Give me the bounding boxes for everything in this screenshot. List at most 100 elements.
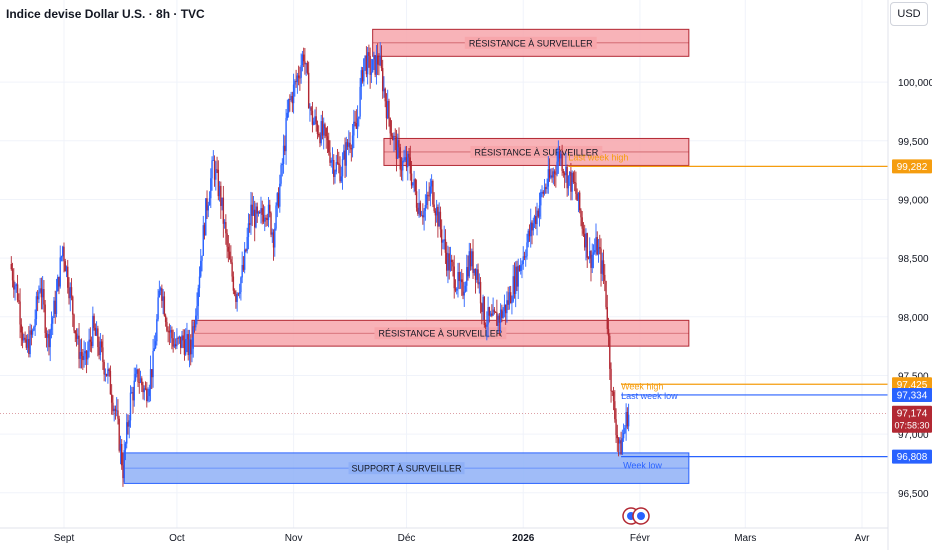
candle-body: [557, 151, 560, 162]
candle-body: [53, 300, 55, 318]
candle-body: [188, 339, 191, 356]
candle-body: [615, 419, 617, 436]
candle-body: [452, 262, 454, 267]
candle-body: [388, 100, 390, 119]
candle-body: [383, 88, 385, 92]
candle-body: [186, 334, 188, 339]
candle-body: [572, 172, 575, 183]
candle-body: [339, 164, 341, 182]
grid: [0, 0, 888, 528]
candle-body: [624, 427, 626, 434]
candle-body: [430, 180, 433, 187]
candle-body: [555, 173, 557, 175]
price-tick-label: 99,000: [898, 195, 929, 206]
candle-body: [499, 309, 502, 323]
candle-body: [376, 55, 379, 65]
candle-body: [503, 304, 506, 312]
candle-body: [21, 332, 24, 341]
candle-body: [381, 68, 384, 92]
candle-body: [261, 208, 263, 215]
candle-body: [179, 336, 182, 348]
candle-body: [521, 264, 523, 266]
candle-body: [355, 123, 358, 129]
candle-body: [122, 465, 124, 479]
candle-body: [468, 251, 470, 277]
candle-body: [324, 124, 326, 129]
candle-body: [550, 175, 552, 178]
candle-body: [11, 269, 14, 281]
candle-body: [509, 292, 512, 304]
candle-body: [525, 256, 527, 258]
candle-body: [553, 171, 556, 174]
time-tick-label: Avr: [855, 533, 870, 544]
candle-body: [361, 70, 364, 82]
candle-body: [560, 153, 562, 159]
candle-body: [340, 176, 342, 182]
candle-body: [146, 388, 148, 402]
candle-body: [400, 169, 403, 171]
candle-body: [394, 136, 396, 137]
candle-body: [315, 116, 317, 125]
candle-body: [479, 281, 482, 304]
candle-body: [405, 157, 408, 168]
price-tick-label: 97,500: [898, 371, 929, 382]
candle-body: [486, 324, 488, 327]
candle-body: [328, 140, 330, 153]
price-tag: [892, 377, 932, 392]
candle-body: [30, 330, 33, 335]
candle-body: [285, 117, 287, 152]
candle-body: [95, 328, 98, 336]
candle-body: [164, 315, 167, 323]
candle-body: [29, 330, 31, 355]
candle-body: [251, 204, 253, 216]
candle-body: [345, 142, 348, 166]
candle-body: [200, 260, 202, 277]
candle-body: [536, 210, 538, 225]
candle-body: [255, 206, 257, 228]
candle-body: [540, 192, 542, 206]
candle-body: [259, 212, 261, 213]
candle-body: [113, 408, 115, 412]
price-tag-label: 97,425: [897, 380, 928, 391]
candle-body: [172, 338, 174, 347]
candle-body: [23, 337, 25, 341]
price-tick-label: 100,000: [898, 78, 932, 89]
currency-button[interactable]: USD: [890, 2, 928, 26]
candle-body: [356, 118, 359, 129]
candle-body: [215, 169, 217, 180]
candle-body: [469, 251, 472, 267]
candle-body: [136, 369, 138, 374]
candle-body: [535, 216, 537, 225]
price-tag: [892, 387, 932, 402]
candle-body: [422, 215, 424, 218]
candle-body: [592, 252, 595, 255]
candle-body: [532, 223, 534, 231]
candle-body: [82, 356, 84, 361]
price-tick-label: 96,500: [898, 489, 929, 500]
candle-body: [369, 55, 371, 75]
candle-body: [282, 145, 285, 165]
candle-body: [176, 337, 178, 347]
candle-body: [299, 77, 301, 79]
candle-body: [216, 169, 218, 171]
candle-body: [197, 288, 199, 307]
candle-body: [348, 142, 350, 147]
time-axis[interactable]: Sept Oct Nov Déc 2026 Févr Mars Avr: [54, 533, 870, 544]
candle-body: [530, 222, 532, 237]
candle-body: [581, 217, 583, 229]
candle-body: [138, 382, 140, 383]
candle-body: [584, 233, 586, 248]
zone-label-background: [464, 36, 597, 49]
economic-event-icon[interactable]: [622, 507, 650, 525]
candle-body: [300, 65, 302, 78]
candle-body: [360, 70, 363, 87]
candle-body: [196, 306, 198, 316]
candle-body: [139, 378, 142, 383]
candle-body: [270, 213, 272, 235]
price-axis[interactable]: 96,500 97,000 97,500 98,000 98,500 99,000 99,5…: [898, 78, 932, 500]
candle-body: [124, 443, 127, 451]
candle-body: [442, 240, 444, 243]
candle-body: [586, 233, 588, 258]
candle-body: [354, 121, 356, 124]
